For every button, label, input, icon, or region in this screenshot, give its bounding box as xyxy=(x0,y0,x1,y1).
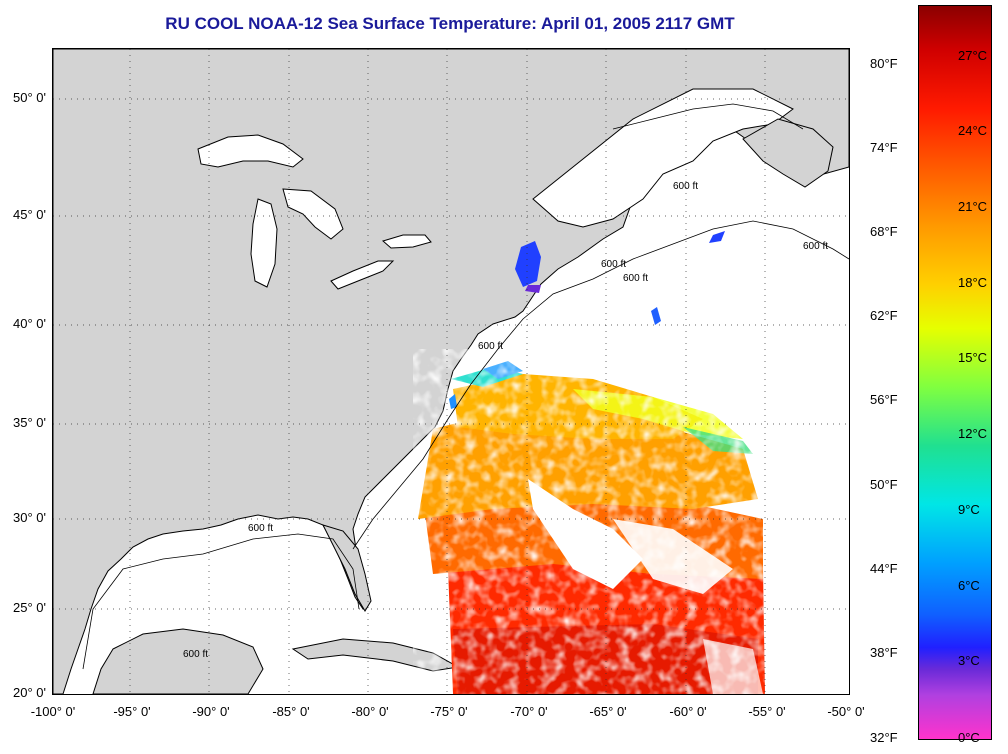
sst-map: 600 ft 600 ft 600 ft 600 ft 600 ft 600 f… xyxy=(52,48,850,695)
lon-label-65: -65° 0' xyxy=(589,704,627,719)
colorbar-f-label-80: 80°F xyxy=(870,56,898,71)
isobath-label-2: 600 ft xyxy=(623,273,648,284)
lat-label-30: 30° 0' xyxy=(13,510,46,525)
florida xyxy=(322,524,372,612)
lon-label-85: -85° 0' xyxy=(272,704,310,719)
colorbar-f-label-74: 74°F xyxy=(870,140,898,155)
lake-erie xyxy=(330,260,395,290)
lon-label-95: -95° 0' xyxy=(113,704,151,719)
lon-label-55: -55° 0' xyxy=(748,704,786,719)
colorbar-c-label-27: 27°C xyxy=(958,48,988,63)
colorbar-c-label-24: 24°C xyxy=(958,123,988,138)
lat-label-25: 25° 0' xyxy=(13,600,46,615)
colorbar-f-label-62: 62°F xyxy=(870,308,898,323)
lat-label-20: 20° 0' xyxy=(13,685,46,700)
newfoundland xyxy=(742,118,834,188)
isobath-label-6: 600 ft xyxy=(478,341,503,352)
lake-huron xyxy=(282,188,344,240)
colorbar-c-label-6: 6°C xyxy=(958,578,980,593)
isobath-label-7: 600 ft xyxy=(803,241,828,252)
lake-ontario xyxy=(381,234,432,249)
gulf-st-lawrence xyxy=(532,88,794,228)
colorbar-c-label-0: 0°C xyxy=(958,730,980,745)
graticule xyxy=(53,49,849,694)
colorbar-f-label-68: 68°F xyxy=(870,224,898,239)
colorbar-f-label-32: 32°F xyxy=(870,730,898,745)
isobath-label-3: 600 ft xyxy=(673,181,698,192)
map-canvas: 600 ft 600 ft 600 ft 600 ft 600 ft 600 f… xyxy=(53,49,849,694)
lat-label-45: 45° 0' xyxy=(13,207,46,222)
isobath-600ft xyxy=(82,103,849,670)
sst-data xyxy=(413,231,773,694)
colorbar-f-label-44: 44°F xyxy=(870,561,898,576)
lake-superior xyxy=(197,134,304,168)
lon-label-100: -100° 0' xyxy=(30,704,76,719)
temperature-colorbar xyxy=(918,5,992,740)
colorbar-f-label-50: 50°F xyxy=(870,477,898,492)
lat-label-40: 40° 0' xyxy=(13,316,46,331)
colorbar-c-label-18: 18°C xyxy=(958,275,988,290)
yucatan xyxy=(92,628,264,694)
lon-label-90: -90° 0' xyxy=(192,704,230,719)
colorbar-c-label-15: 15°C xyxy=(958,350,988,365)
lake-michigan xyxy=(250,198,278,288)
colorbar-c-label-12: 12°C xyxy=(958,426,988,441)
colorbar-c-label-3: 3°C xyxy=(958,653,980,668)
colorbar-c-label-21: 21°C xyxy=(958,199,988,214)
colorbar-f-label-56: 56°F xyxy=(870,392,898,407)
lon-label-60: -60° 0' xyxy=(669,704,707,719)
lon-label-80: -80° 0' xyxy=(351,704,389,719)
lat-label-35: 35° 0' xyxy=(13,415,46,430)
lat-label-50: 50° 0' xyxy=(13,90,46,105)
lon-label-50: -50° 0' xyxy=(827,704,865,719)
map-title: RU COOL NOAA-12 Sea Surface Temperature:… xyxy=(165,14,735,33)
colorbar-f-label-38: 38°F xyxy=(870,645,898,660)
lon-label-70: -70° 0' xyxy=(510,704,548,719)
lon-label-75: -75° 0' xyxy=(430,704,468,719)
isobath-label-4: 600 ft xyxy=(248,523,273,534)
colorbar-c-label-9: 9°C xyxy=(958,502,980,517)
isobath-label-5: 600 ft xyxy=(183,649,208,660)
isobath-label-1: 600 ft xyxy=(601,259,626,270)
